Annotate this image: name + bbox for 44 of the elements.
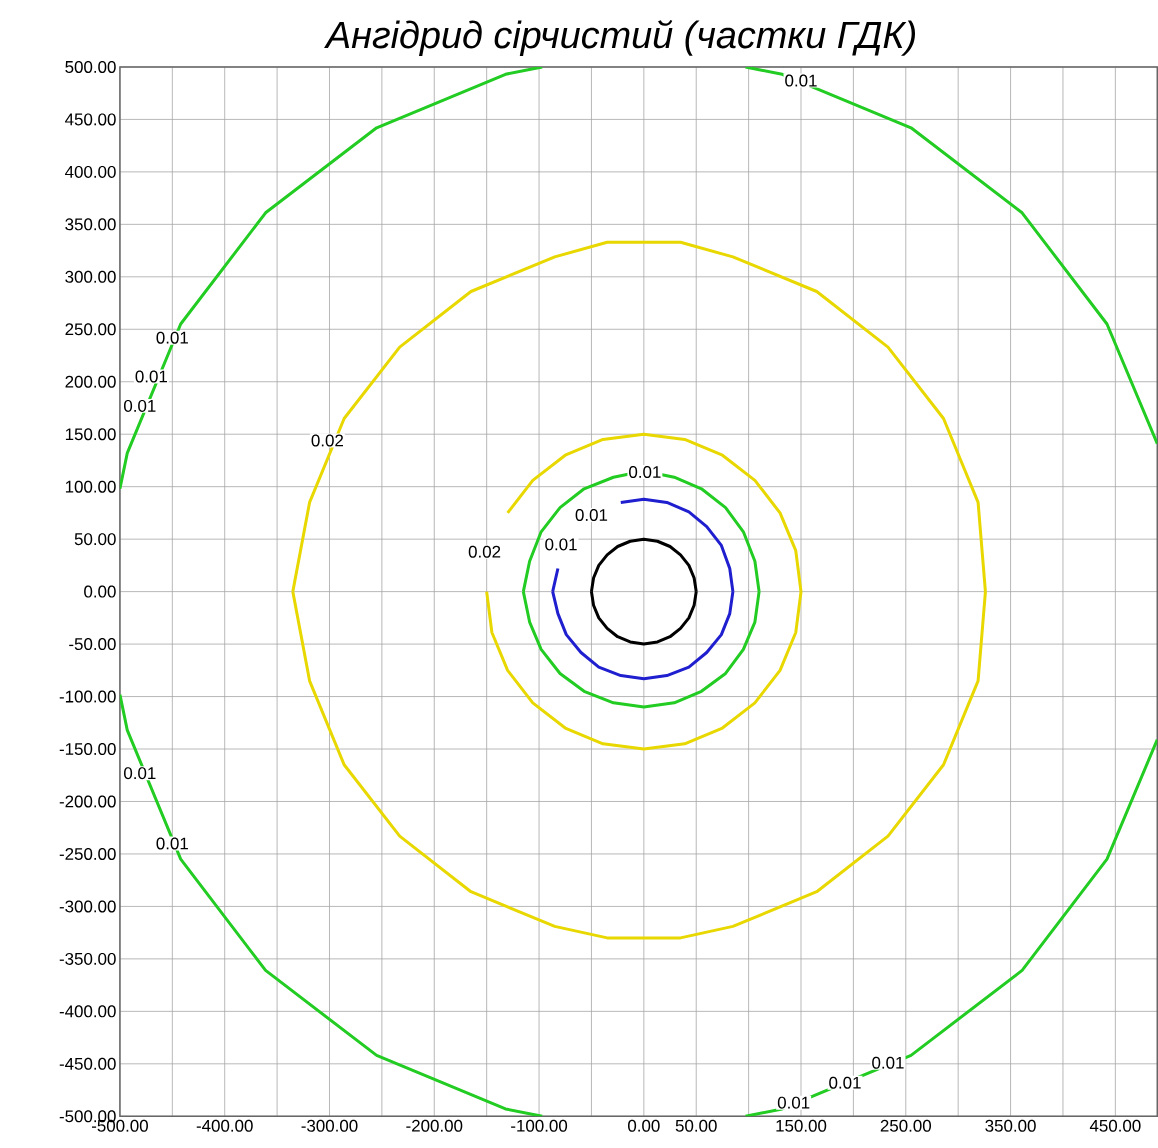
annotation: 0.02 — [468, 545, 501, 558]
x-tick-label: -100.00 — [511, 1119, 568, 1132]
y-tick-label: 400.00 — [65, 165, 116, 178]
annotation: 0.01 — [124, 399, 156, 412]
y-tick-label: -50.00 — [69, 637, 116, 650]
annotation: 0.01 — [156, 837, 188, 850]
y-tick-label: -250.00 — [59, 847, 116, 860]
x-tick-label: 50.00 — [675, 1119, 717, 1132]
x-tick-label: 450.00 — [1089, 1119, 1141, 1132]
chart-title: Ангідрид сірчистий (частки ГДК) — [324, 19, 916, 56]
x-tick-label: 0.00 — [628, 1119, 660, 1132]
y-tick-label: -150.00 — [59, 742, 116, 755]
annotation: 0.01 — [545, 538, 577, 551]
x-tick-label: -300.00 — [301, 1119, 358, 1132]
annotation: 0.01 — [777, 1096, 810, 1109]
annotation: 0.01 — [124, 767, 156, 780]
annotation: 0.01 — [785, 74, 817, 87]
y-tick-label: -100.00 — [59, 690, 116, 703]
y-tick-label: -400.00 — [59, 1005, 116, 1018]
y-tick-label: 250.00 — [65, 323, 116, 336]
y-tick-label: -300.00 — [59, 900, 116, 913]
x-tick-label: 250.00 — [880, 1119, 932, 1132]
y-tick-label: 0.00 — [84, 585, 116, 598]
x-tick-label: -200.00 — [406, 1119, 463, 1132]
x-tick-label: -400.00 — [196, 1119, 253, 1132]
annotation: 0.01 — [575, 508, 608, 521]
y-tick-label: 50.00 — [74, 533, 116, 546]
annotation: 0.02 — [311, 434, 344, 447]
y-tick-label: -200.00 — [59, 795, 116, 808]
y-tick-label: 200.00 — [65, 375, 116, 388]
annotation: 0.01 — [872, 1056, 904, 1069]
y-tick-label: -350.00 — [59, 952, 116, 965]
y-tick-label: 150.00 — [65, 428, 116, 441]
y-tick-label: 350.00 — [65, 218, 116, 231]
y-tick-label: 450.00 — [65, 113, 116, 126]
annotation: 0.01 — [135, 370, 167, 383]
y-tick-label: 100.00 — [65, 480, 116, 493]
annotation: 0.01 — [829, 1076, 861, 1089]
y-tick-label: 300.00 — [65, 270, 116, 283]
annotation: 0.01 — [156, 331, 188, 344]
x-tick-label: 350.00 — [985, 1119, 1036, 1132]
y-tick-label: 500.00 — [65, 60, 116, 73]
y-tick-label: -450.00 — [59, 1057, 116, 1070]
x-tick-label: 150.00 — [776, 1119, 827, 1132]
